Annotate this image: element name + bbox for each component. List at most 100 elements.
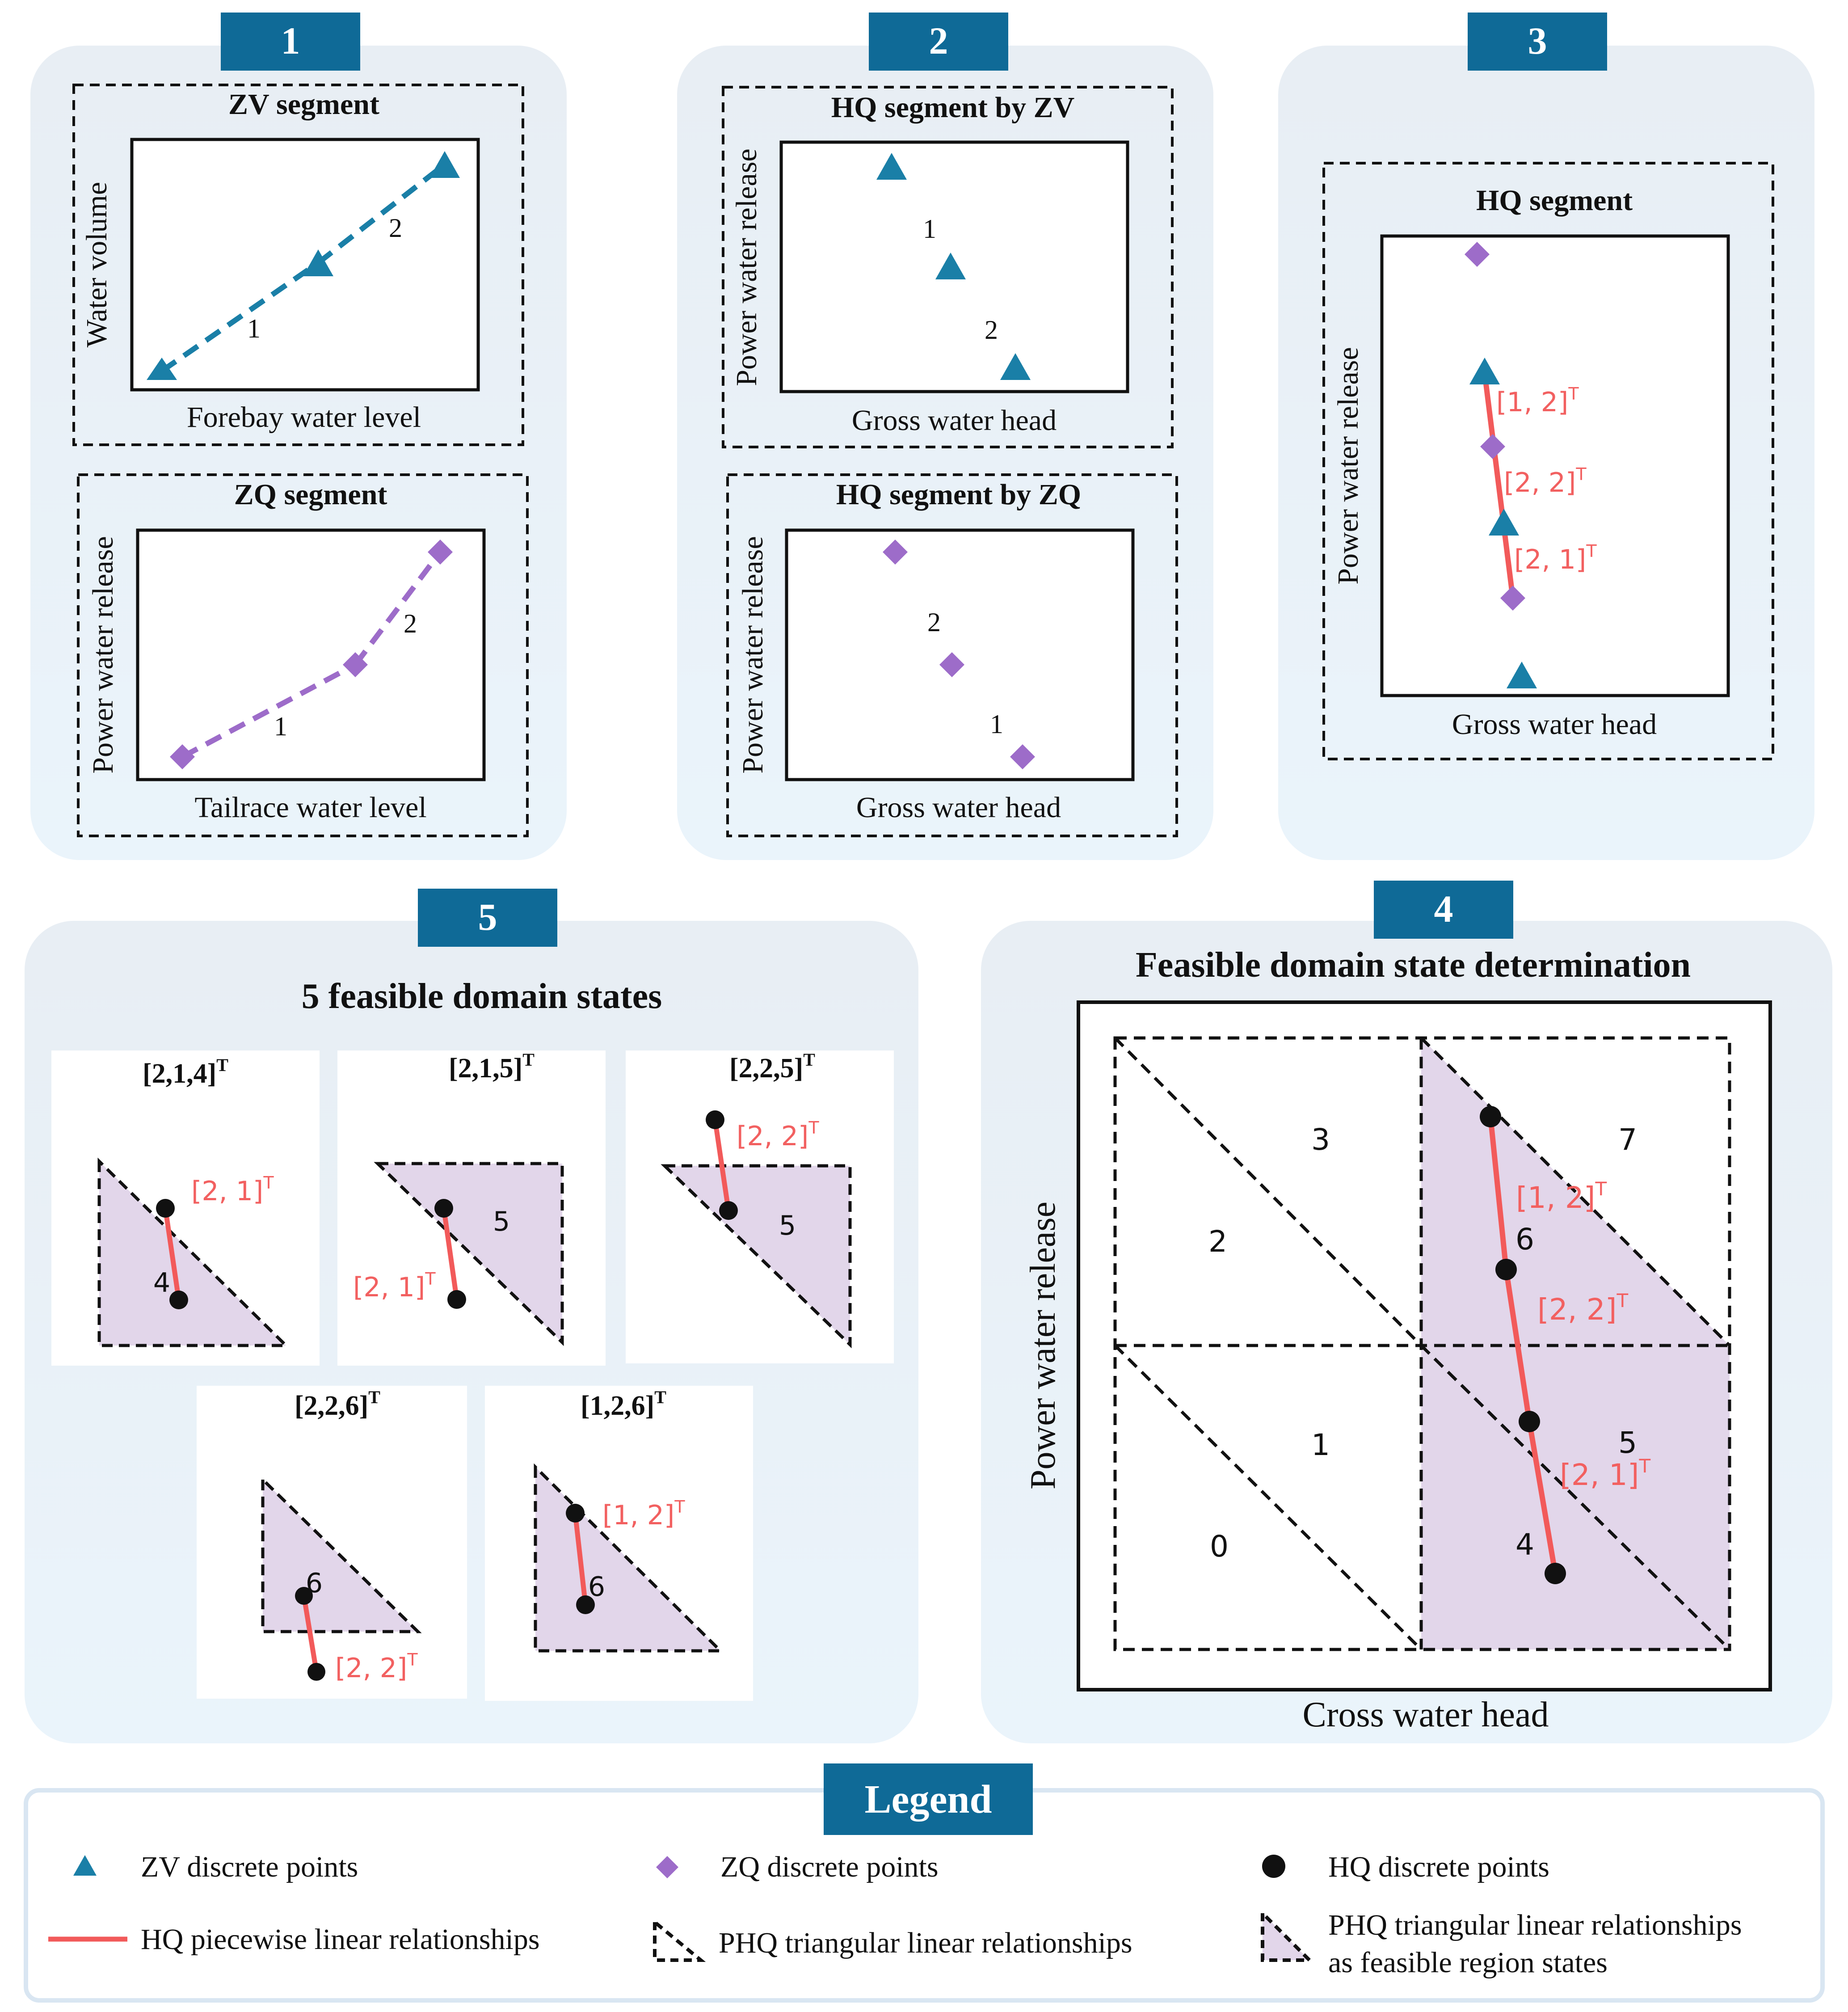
region-7-label: 7 (1618, 1122, 1637, 1157)
hq-point (307, 1663, 325, 1681)
hq-point (1495, 1259, 1517, 1280)
hq-point (566, 1504, 585, 1523)
state-card-2-1-4: [2,1,4]T [2, 1]T 4 (51, 1050, 320, 1366)
panel-1: 1 ZV segment 1 2 Forebay water level Wat… (30, 13, 567, 860)
state-title: [2,2,6]T (295, 1387, 380, 1421)
hq-by-zq-y-axis-label: Power water release (737, 536, 769, 773)
state-card-2-2-6: [2,2,6]T [2, 2]T 6 (197, 1386, 467, 1699)
hq-segment-title: HQ segment (1476, 184, 1633, 217)
hq-label-1-2: [1, 2]T (1496, 384, 1579, 418)
hq-by-zq-title: HQ segment by ZQ (836, 478, 1081, 511)
panel-3: 3 HQ segment [1, 2]T [2, 2]T [2, 1]T Gro… (1278, 13, 1814, 860)
state-card-background (197, 1386, 467, 1699)
hq-segment-plot-area (1380, 234, 1730, 697)
hq-point (719, 1201, 738, 1220)
hq-by-zv-frame (722, 86, 1174, 448)
state-triangle (661, 1164, 852, 1349)
state-title: [2,1,4]T (143, 1055, 228, 1089)
legend-phq-feasible-label-1: PHQ triangular linear relationships (1328, 1909, 1742, 1941)
zv-y-axis-label: Water volume (80, 182, 113, 347)
legend-hq-point-icon (1262, 1855, 1285, 1878)
state-title: [2,2,5]T (729, 1050, 815, 1084)
hq-by-zv-point-2 (935, 253, 966, 279)
legend-badge (824, 1763, 1033, 1835)
hq-by-zv-point-1 (876, 153, 907, 180)
hq-by-zv-title: HQ segment by ZV (831, 91, 1075, 124)
legend-zv-label: ZV discrete points (141, 1851, 358, 1883)
badge-5 (418, 889, 557, 947)
hq-point (295, 1587, 313, 1605)
hq-by-zv-segment-1-label: 1 (923, 214, 936, 244)
hq-point (1545, 1563, 1566, 1584)
legend: Legend ZV discrete points ZQ discrete po… (24, 1763, 1825, 2003)
hq-segment-y-axis-label: Power water release (1332, 347, 1364, 584)
region-1-label: 1 (1311, 1428, 1330, 1462)
state-region-label: 6 (306, 1568, 323, 1599)
state-hq-line (712, 1119, 731, 1211)
panel-4-title: Feasible domain state determination (1136, 945, 1691, 985)
grid-diagonal (1114, 1037, 1423, 1347)
zq-point-2 (343, 652, 368, 677)
hq-label-2-2: [2, 2]T (1504, 464, 1587, 498)
state-line-label: [1, 2]T (602, 1497, 685, 1531)
region-5-label: 5 (1618, 1426, 1637, 1460)
hq-piecewise-line (1488, 1116, 1558, 1574)
hq-by-zv-point-3 (1000, 353, 1031, 380)
grid-diagonal (1114, 1344, 1423, 1651)
phq-triangular-grid (1113, 1036, 1731, 1651)
state-hq-line (573, 1513, 588, 1605)
legend-zq-label: ZQ discrete points (720, 1851, 939, 1883)
badge-5-label: 5 (478, 895, 497, 938)
region-3-label: 3 (1311, 1122, 1330, 1157)
state-card-background (485, 1386, 753, 1701)
hq-point (169, 1291, 188, 1309)
hq-label-2-2: [2, 2]T (1537, 1290, 1628, 1327)
badge-3 (1468, 13, 1607, 71)
state-hq-line (163, 1208, 181, 1300)
zq-segment-1-line (181, 662, 357, 759)
zv-segment-2-label: 2 (389, 213, 402, 243)
badge-2 (869, 13, 1008, 71)
zq-plot-area (136, 528, 486, 781)
state-region-label: 4 (153, 1267, 170, 1299)
hq-point (156, 1199, 175, 1218)
state-line-label: [2, 2]T (335, 1650, 418, 1684)
hq-by-zq-point-1 (883, 540, 908, 565)
hq-by-zq-point-3 (1010, 744, 1035, 769)
zq-point-1 (170, 744, 195, 769)
legend-hq-label: HQ discrete points (1328, 1851, 1549, 1883)
hq-zv-point-3 (1507, 662, 1537, 688)
legend-hq-line-label: HQ piecewise linear relationships (141, 1923, 540, 1956)
state-title: [1,2,6]T (581, 1387, 666, 1421)
zv-point-2 (303, 249, 333, 276)
legend-title: Legend (864, 1777, 992, 1822)
region-0-label: 0 (1210, 1529, 1229, 1564)
zq-segment-2-line (353, 550, 442, 666)
badge-3-label: 3 (1528, 19, 1547, 62)
hq-segment-frame (1322, 162, 1774, 760)
hq-by-zv-segment-2-label: 2 (985, 315, 998, 345)
hq-label-2-1: [2, 1]T (1514, 541, 1597, 575)
hq-segment-x-axis-label: Gross water head (1452, 708, 1657, 741)
zv-segment-title: ZV segment (228, 88, 379, 121)
badge-2-label: 2 (929, 19, 948, 62)
state-line-label: [2, 1]T (353, 1269, 436, 1303)
hq-by-zq-frame (726, 473, 1178, 837)
hq-piecewise-line (1482, 373, 1515, 599)
panel-5-title: 5 feasible domain states (302, 977, 662, 1016)
zv-point-3 (429, 151, 460, 178)
region-6-label: 6 (1515, 1222, 1534, 1257)
zv-x-axis-label: Forebay water level (187, 401, 421, 434)
state-card-2-2-5: [2,2,5]T [2, 2]T 5 (626, 1050, 894, 1363)
feasible-domain-y-axis-label: Power water release (1023, 1202, 1063, 1489)
hq-zq-point-3 (1500, 586, 1525, 611)
hq-by-zq-point-2 (939, 652, 964, 677)
legend-phq-label: PHQ triangular linear relationships (719, 1927, 1132, 1959)
badge-4-label: 4 (1434, 887, 1453, 930)
hq-by-zq-x-axis-label: Gross water head (856, 791, 1061, 824)
region-4-label: 4 (1515, 1527, 1534, 1562)
badge-4 (1374, 881, 1513, 939)
legend-zv-point-icon (73, 1855, 97, 1876)
state-card-2-1-5: [2,1,5]T [2, 1]T 5 (337, 1050, 606, 1366)
zq-segment-frame (77, 473, 529, 837)
